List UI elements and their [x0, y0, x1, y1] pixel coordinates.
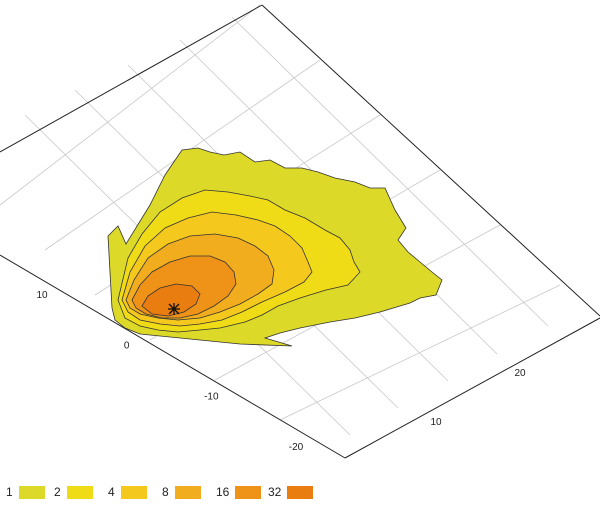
legend-label: 16: [216, 485, 230, 499]
legend-label: 4: [108, 485, 115, 499]
y-tick-label: -10: [204, 391, 219, 402]
y-tick-label: 10: [36, 290, 48, 301]
legend-item: 2: [54, 484, 93, 500]
contour-level-32: [141, 283, 201, 317]
x-tick-labels: 10 20: [430, 368, 526, 428]
y-tick-label: -20: [289, 442, 304, 453]
x-tick-label: 20: [514, 368, 526, 379]
x-tick-label: 10: [430, 417, 442, 428]
legend-label: 1: [6, 485, 13, 499]
y-tick-labels: -20 -10 0 10: [36, 290, 303, 453]
legend-label: 32: [268, 485, 282, 499]
legend-swatch: [18, 485, 45, 499]
contour-regions: [107, 147, 443, 347]
legend-swatch: [235, 485, 262, 499]
legend-swatch: [174, 485, 201, 499]
contour-plot: -20 -10 0 10 10 20: [0, 4, 600, 459]
legend-swatch: [120, 485, 147, 499]
axis-box: [0, 4, 600, 459]
legend-item: 16: [216, 484, 262, 500]
legend-label: 8: [162, 485, 169, 499]
legend-item: 4: [108, 484, 147, 500]
legend-item: 8: [162, 484, 201, 500]
legend-item: 32: [268, 484, 314, 500]
legend-item: 1: [6, 484, 45, 500]
y-tick-label: 0: [124, 341, 130, 352]
legend: 1 2 4 8 16 32: [0, 480, 600, 506]
legend-swatch: [287, 485, 314, 499]
source-marker: [168, 303, 180, 315]
legend-label: 2: [54, 485, 61, 499]
legend-swatch: [66, 485, 93, 499]
